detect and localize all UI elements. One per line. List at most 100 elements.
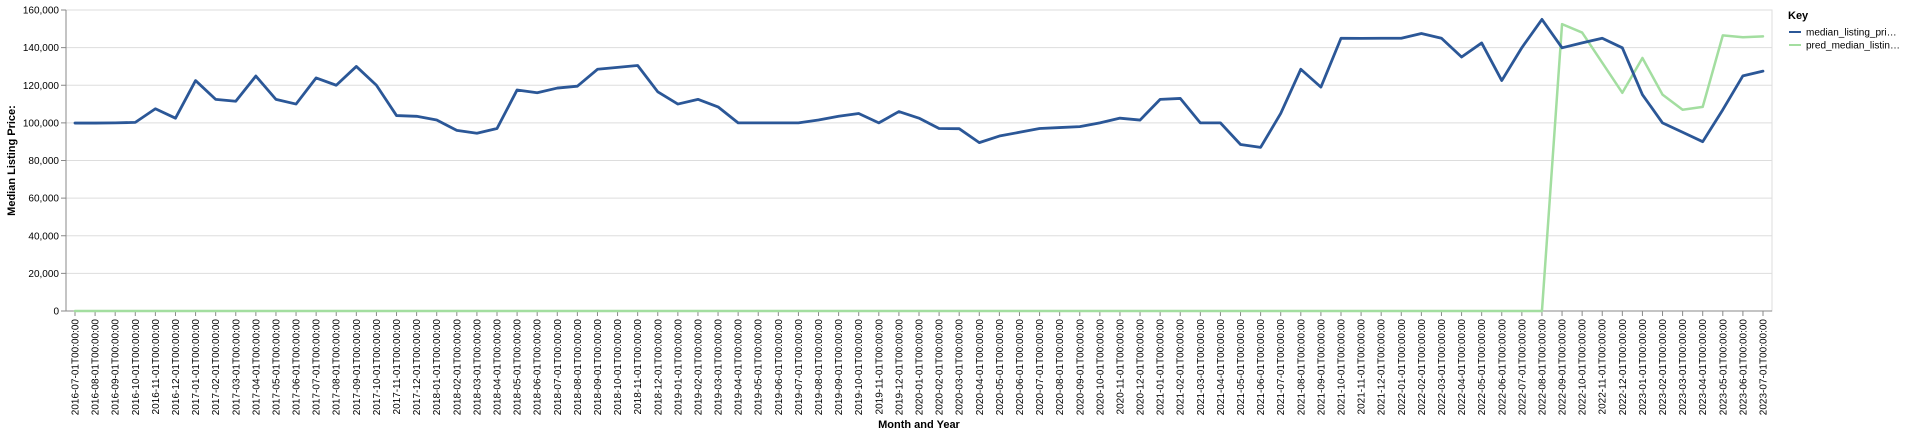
x-tick-label: 2017-08-01T00:00:00: [332, 319, 343, 416]
x-tick-label: 2018-12-01T00:00:00: [653, 319, 664, 416]
x-tick-label: 2022-12-01T00:00:00: [1618, 319, 1629, 416]
x-tick-label: 2019-10-01T00:00:00: [854, 319, 865, 416]
y-tick-label: 20,000: [28, 269, 59, 280]
x-tick-label: 2022-03-01T00:00:00: [1437, 319, 1448, 416]
x-tick-label: 2021-09-01T00:00:00: [1316, 319, 1327, 416]
x-tick-label: 2018-02-01T00:00:00: [452, 319, 463, 416]
y-tick-label: 100,000: [23, 118, 60, 129]
x-tick-label: 2020-07-01T00:00:00: [1035, 319, 1046, 416]
x-tick-label: 2020-01-01T00:00:00: [915, 319, 926, 416]
y-tick-label: 80,000: [28, 156, 59, 167]
legend-label: pred_median_listin…: [1806, 41, 1900, 52]
x-tick-label: 2017-05-01T00:00:00: [271, 319, 282, 416]
x-tick-label: 2019-05-01T00:00:00: [754, 319, 765, 416]
legend-title: Key: [1788, 10, 1809, 22]
x-tick-label: 2019-07-01T00:00:00: [794, 319, 805, 416]
x-tick-label: 2023-05-01T00:00:00: [1718, 319, 1729, 416]
x-tick-label: 2022-01-01T00:00:00: [1397, 319, 1408, 416]
x-tick-label: 2018-06-01T00:00:00: [533, 319, 544, 416]
x-tick-label: 2017-06-01T00:00:00: [292, 319, 303, 416]
x-tick-label: 2018-10-01T00:00:00: [613, 319, 624, 416]
x-tick-label: 2020-05-01T00:00:00: [995, 319, 1006, 416]
x-tick-label: 2019-02-01T00:00:00: [693, 319, 704, 416]
y-tick-label: 120,000: [23, 81, 60, 92]
x-tick-label: 2018-04-01T00:00:00: [493, 319, 504, 416]
x-tick-label: 2020-02-01T00:00:00: [935, 319, 946, 416]
x-tick-label: 2018-03-01T00:00:00: [472, 319, 483, 416]
x-tick-label: 2021-07-01T00:00:00: [1276, 319, 1287, 416]
x-tick-label: 2021-02-01T00:00:00: [1176, 319, 1187, 416]
x-tick-label: 2019-11-01T00:00:00: [874, 319, 885, 415]
x-tick-label: 2021-04-01T00:00:00: [1216, 319, 1227, 416]
x-tick-label: 2017-12-01T00:00:00: [412, 319, 423, 416]
series-layer: [73, 18, 1765, 313]
x-tick-label: 2018-08-01T00:00:00: [573, 319, 584, 416]
y-tick-label: 140,000: [23, 43, 60, 54]
x-tick-label: 2019-06-01T00:00:00: [774, 319, 785, 416]
x-tick-label: 2022-09-01T00:00:00: [1558, 319, 1569, 416]
y-tick-label: 60,000: [28, 194, 59, 205]
x-tick-label: 2017-01-01T00:00:00: [191, 319, 202, 416]
series-line-1: [73, 18, 1765, 149]
x-tick-label: 2019-09-01T00:00:00: [834, 319, 845, 416]
x-tick-label: 2020-10-01T00:00:00: [1095, 319, 1106, 416]
x-tick-label: 2019-04-01T00:00:00: [734, 319, 745, 416]
y-tick-label: 40,000: [28, 231, 59, 242]
x-tick-label: 2018-05-01T00:00:00: [513, 319, 524, 416]
legend-label: median_listing_pri…: [1806, 28, 1897, 39]
x-tick-label: 2023-04-01T00:00:00: [1698, 319, 1709, 416]
x-tick-label: 2017-04-01T00:00:00: [251, 319, 262, 416]
x-tick-label: 2022-06-01T00:00:00: [1497, 319, 1508, 416]
x-tick-label: 2022-04-01T00:00:00: [1457, 319, 1468, 416]
x-tick-label: 2021-11-01T00:00:00: [1357, 319, 1368, 415]
x-tick-label: 2021-06-01T00:00:00: [1256, 319, 1267, 416]
legend: Key median_listing_pri… pred_median_listi…: [1788, 10, 1900, 52]
x-tick-label: 2019-08-01T00:00:00: [814, 319, 825, 416]
x-tick-label: 2020-04-01T00:00:00: [975, 319, 986, 416]
x-tick-label: 2022-07-01T00:00:00: [1517, 319, 1528, 416]
x-tick-label: 2017-03-01T00:00:00: [231, 319, 242, 416]
x-tick-label: 2021-12-01T00:00:00: [1377, 319, 1388, 416]
x-tick-label: 2018-01-01T00:00:00: [432, 319, 443, 416]
x-tick-label: 2021-10-01T00:00:00: [1337, 319, 1348, 416]
series-line-2: [73, 22, 1765, 313]
x-tick-label: 2017-11-01T00:00:00: [392, 319, 403, 415]
x-tick-label: 2021-01-01T00:00:00: [1156, 319, 1167, 416]
x-tick-label: 2021-08-01T00:00:00: [1296, 319, 1307, 416]
y-tick-label: 0: [53, 307, 59, 318]
x-tick-label: 2016-10-01T00:00:00: [131, 319, 142, 416]
x-tick-label: 2016-07-01T00:00:00: [71, 319, 82, 416]
x-tick-label: 2016-11-01T00:00:00: [151, 319, 162, 415]
y-axis: 0 20,000 40,000 60,000 80,000 100,000 120,000 1…: [23, 6, 67, 318]
x-tick-label: 2017-07-01T00:00:00: [312, 319, 323, 416]
x-tick-label: 2017-02-01T00:00:00: [211, 319, 222, 416]
x-tick-label: 2020-09-01T00:00:00: [1075, 319, 1086, 416]
x-axis: 2016-07-01T00:00:00 2016-08-01T00:00:00 20…: [66, 310, 1772, 416]
x-tick-label: 2023-06-01T00:00:00: [1738, 319, 1749, 416]
x-tick-label: 2020-08-01T00:00:00: [1055, 319, 1066, 416]
x-tick-label: 2016-12-01T00:00:00: [171, 319, 182, 416]
x-tick-label: 2022-11-01T00:00:00: [1598, 319, 1609, 415]
y-axis-title: Median Listing Price:: [6, 105, 18, 216]
x-axis-title: Month and Year: [878, 419, 960, 431]
x-tick-label: 2022-05-01T00:00:00: [1477, 319, 1488, 416]
x-tick-label: 2018-09-01T00:00:00: [593, 319, 604, 416]
y-tick-label: 160,000: [23, 6, 60, 17]
x-tick-label: 2023-07-01T00:00:00: [1759, 319, 1770, 416]
x-tick-label: 2023-01-01T00:00:00: [1638, 319, 1649, 416]
x-tick-label: 2019-12-01T00:00:00: [894, 319, 905, 416]
x-tick-label: 2022-02-01T00:00:00: [1417, 319, 1428, 416]
x-tick-label: 2019-01-01T00:00:00: [673, 319, 684, 416]
x-tick-label: 2021-03-01T00:00:00: [1196, 319, 1207, 416]
x-tick-label: 2020-06-01T00:00:00: [1015, 319, 1026, 416]
x-tick-label: 2023-02-01T00:00:00: [1658, 319, 1669, 416]
x-tick-label: 2021-05-01T00:00:00: [1236, 319, 1247, 416]
plot-area: 0 20,000 40,000 60,000 80,000 100,000 120,000 1…: [23, 6, 1773, 416]
x-tick-label: 2022-10-01T00:00:00: [1578, 319, 1589, 416]
x-tick-label: 2020-11-01T00:00:00: [1115, 319, 1126, 415]
x-tick-label: 2017-09-01T00:00:00: [352, 319, 363, 416]
x-tick-label: 2018-07-01T00:00:00: [553, 319, 564, 416]
x-tick-label: 2020-12-01T00:00:00: [1136, 319, 1147, 416]
x-tick-label: 2016-08-01T00:00:00: [91, 319, 102, 416]
